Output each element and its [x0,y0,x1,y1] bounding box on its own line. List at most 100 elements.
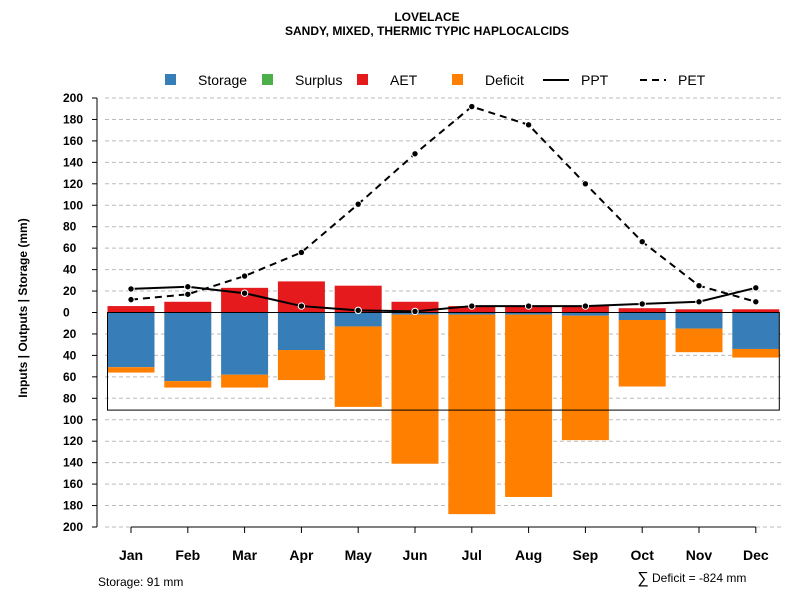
storage-bar [107,312,155,368]
legend-label-deficit: Deficit [485,72,524,88]
y-axis-label: Inputs | Outputs | Storage (mm) [16,218,30,397]
x-tick-label: Dec [743,547,769,563]
x-tick-label: Feb [175,547,200,563]
ppt-point [184,283,192,291]
pet-point [468,102,476,111]
x-tick-label: Mar [232,547,257,563]
bars [107,281,780,515]
y-tick-label: 200 [63,91,83,105]
sum-symbol: ∑ [637,570,648,587]
lines [127,102,760,316]
y-tick-label: 120 [63,177,83,191]
ppt-point [297,302,306,310]
x-tick-label: Oct [631,547,655,563]
pet-point [524,121,533,129]
y-tick-label: 20 [63,327,77,341]
chart-subtitle: SANDY, MIXED, THERMIC TYPIC HAPLOCALCIDS [285,24,569,38]
y-tick-label: 140 [63,456,83,470]
y-tick-label: 180 [63,499,83,513]
storage-bar [164,312,212,382]
storage-bar [618,312,666,321]
y-tick-label: 60 [63,370,77,384]
y-tick-label: 180 [63,112,83,126]
pet-point [127,295,135,304]
y-tick-label: 60 [63,241,77,255]
storage-bar [732,312,780,349]
x-tick-label: Apr [289,547,314,563]
legend-swatch-aet [357,74,368,85]
pet-point [240,272,249,280]
pet-line [130,105,757,303]
aet-bar [107,306,155,313]
pet-point [581,180,590,188]
deficit-bar [277,350,325,381]
axes: 2001801601401201008060402002040608010012… [63,91,769,563]
deficit-bar [221,374,269,388]
ppt-point [695,298,703,306]
y-tick-label: 100 [63,413,83,427]
deficit-bar [675,328,723,353]
storage-bar [448,312,496,315]
x-tick-label: Jul [462,547,482,563]
ppt-point [354,306,362,315]
deficit-bar [107,367,155,373]
legend-label-pet: PET [678,72,706,88]
pet-point [638,238,646,246]
pet-point [184,290,192,298]
x-tick-label: Jan [119,547,143,563]
aet-bar [618,308,666,313]
y-tick-label: 120 [63,434,83,448]
pet-point [354,200,362,208]
storage-capacity-box [107,312,780,411]
y-tick-label: 140 [63,155,83,169]
storage-bar [221,312,269,375]
storage-bar [277,312,325,351]
deficit-bar [561,315,609,441]
legend-label-ppt: PPT [581,72,609,88]
ppt-point [581,302,590,310]
x-tick-label: Aug [515,547,542,563]
deficit-bar [164,381,212,388]
x-tick-label: Sep [573,547,599,563]
y-tick-label: 80 [63,220,77,234]
storage-bar [675,312,723,329]
ppt-line [130,285,757,313]
y-tick-label: 160 [63,134,83,148]
ppt-point [240,289,249,297]
legend-label-surplus: Surplus [295,72,342,88]
storage-bar [505,312,553,315]
pet-point [752,298,760,306]
legend-label-storage: Storage [198,72,247,88]
pet-point [695,281,703,290]
pet-point [411,150,419,158]
deficit-bar [448,314,496,515]
deficit-bar [618,320,666,387]
ppt-point [752,284,760,292]
total-deficit-text: Deficit = -824 mm [652,571,746,585]
y-tick-label: 80 [63,391,77,405]
chart-title: LOVELACE [394,10,459,24]
aet-bar [391,301,439,313]
y-tick-label: 40 [63,348,77,362]
y-tick-label: 100 [63,198,83,212]
ppt-point [524,302,533,310]
y-tick-label: 20 [63,284,77,298]
legend-swatch-storage [165,74,176,85]
y-tick-label: 160 [63,477,83,491]
legend-swatch-deficit [452,74,463,85]
storage-capacity-text: Storage: 91 mm [98,575,183,589]
deficit-bar [505,314,553,497]
deficit-bar [334,326,382,407]
aet-bar [675,309,723,313]
y-tick-label: 0 [63,306,70,320]
legend: Storage Surplus AET Deficit PPT PET [165,72,706,88]
storage-bar [334,312,382,327]
x-tick-label: May [345,547,372,563]
deficit-bar [732,348,780,358]
pet-point [297,248,306,257]
aet-bar [732,309,780,313]
legend-label-aet: AET [390,72,418,88]
legend-swatch-surplus [262,74,273,85]
aet-bar [164,301,212,313]
